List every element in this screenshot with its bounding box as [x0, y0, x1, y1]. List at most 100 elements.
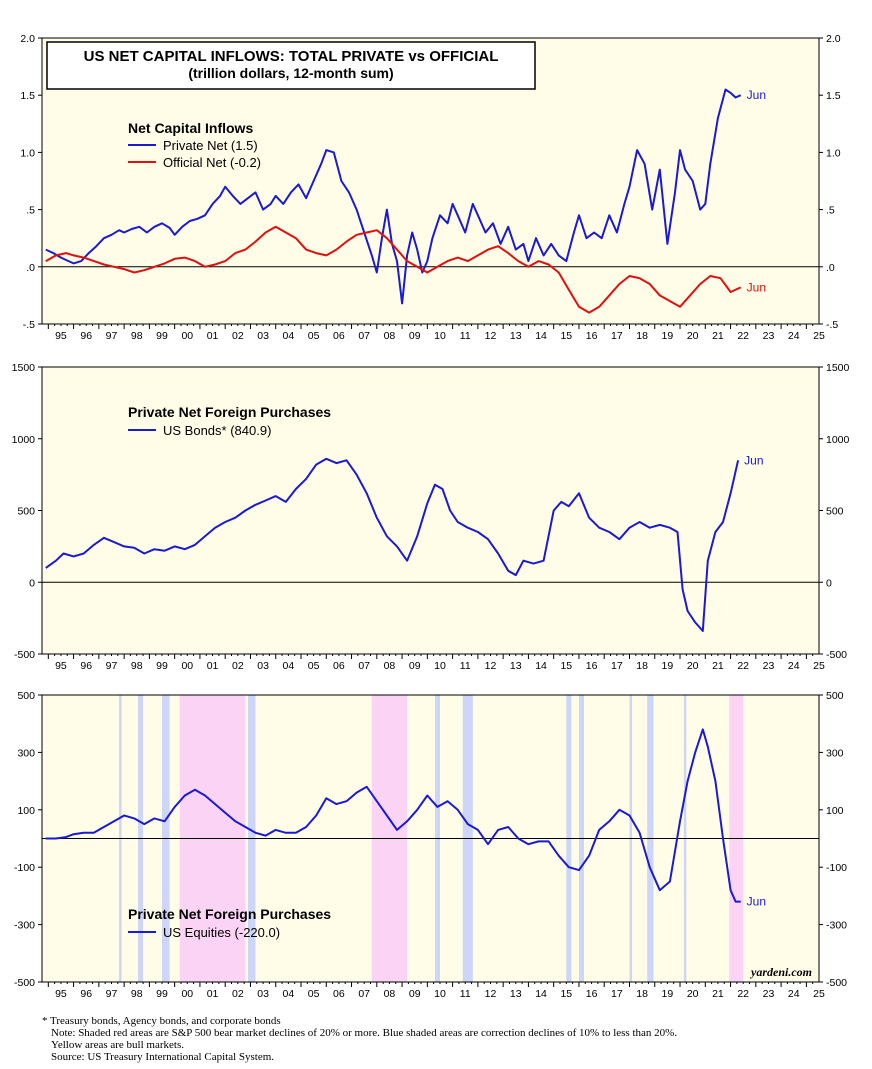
ytick-label-left: -500: [14, 649, 35, 661]
ytick-label-left: 1.5: [20, 90, 35, 102]
xtick-label: 97: [106, 330, 118, 342]
xtick-label: 13: [510, 660, 522, 672]
ytick-label-left: -500: [14, 977, 35, 989]
chart-title: US NET CAPITAL INFLOWS: TOTAL PRIVATE vs…: [84, 48, 499, 65]
xtick-label: 09: [409, 660, 421, 672]
xtick-label: 04: [283, 660, 295, 672]
xtick-label: 15: [560, 988, 572, 1000]
ytick-label-left: 0: [29, 577, 35, 589]
ytick-label-right: 1.5: [826, 90, 841, 102]
ytick-label-right: 300: [826, 747, 844, 759]
ytick-label-right: 2.0: [826, 33, 841, 45]
series-end-label: Jun: [747, 895, 766, 909]
ytick-label-left: 1500: [12, 362, 36, 374]
ytick-label-right: -500: [826, 977, 847, 989]
xtick-label: 14: [535, 330, 547, 342]
xtick-label: 02: [232, 660, 244, 672]
xtick-label: 13: [510, 988, 522, 1000]
xtick-label: 21: [712, 330, 724, 342]
xtick-label: 21: [712, 988, 724, 1000]
xtick-label: 99: [156, 330, 168, 342]
xtick-label: 25: [813, 660, 825, 672]
xtick-label: 24: [788, 660, 800, 672]
xtick-label: 07: [358, 330, 370, 342]
legend-item-bonds: US Bonds* (840.9): [163, 423, 271, 438]
xtick-label: 06: [333, 660, 345, 672]
xtick-label: 15: [560, 330, 572, 342]
plot-frame: [41, 37, 820, 325]
legend-title: Private Net Foreign Purchases: [128, 404, 331, 420]
xtick-label: 98: [131, 988, 143, 1000]
xtick-label: 13: [510, 330, 522, 342]
xtick-label: 97: [106, 988, 118, 1000]
xtick-label: 11: [460, 330, 471, 342]
xtick-label: 95: [55, 988, 67, 1000]
plot-area: [42, 367, 819, 654]
xtick-label: 18: [636, 660, 648, 672]
ytick-label-left: -100: [14, 862, 35, 874]
series-end-label: Jun: [747, 280, 766, 294]
legend-item-private: Private Net (1.5): [163, 138, 258, 153]
ytick-label-right: 500: [826, 690, 844, 702]
xtick-label: 16: [586, 660, 598, 672]
legend-item-equities: US Equities (-220.0): [163, 925, 280, 940]
xtick-label: 08: [384, 988, 396, 1000]
xtick-label: 20: [687, 330, 699, 342]
xtick-label: 06: [333, 988, 345, 1000]
xtick-label: 00: [181, 988, 193, 1000]
xtick-label: 07: [358, 988, 370, 1000]
xtick-label: 04: [283, 330, 295, 342]
ytick-label-right: .5: [826, 205, 835, 217]
ytick-label-left: .0: [26, 262, 35, 274]
xtick-label: 01: [207, 988, 219, 1000]
xtick-label: 19: [662, 660, 674, 672]
ytick-label-left: 2.0: [20, 33, 35, 45]
xtick-label: 25: [813, 330, 825, 342]
series-end-label: Jun: [744, 453, 763, 467]
xtick-label: 95: [55, 330, 67, 342]
xtick-label: 23: [763, 330, 775, 342]
xtick-label: 22: [737, 330, 749, 342]
xtick-label: 03: [257, 988, 269, 1000]
xtick-label: 95: [55, 660, 67, 672]
xtick-label: 20: [687, 988, 699, 1000]
ytick-label-left: 500: [17, 506, 35, 518]
ytick-label-left: 500: [17, 690, 35, 702]
xtick-label: 17: [611, 988, 623, 1000]
xtick-label: 12: [485, 330, 497, 342]
series-line: [45, 88, 742, 305]
xtick-label: 17: [611, 330, 623, 342]
ytick-label-left: -300: [14, 920, 35, 932]
xtick-label: 05: [308, 330, 320, 342]
xtick-label: 22: [737, 660, 749, 672]
xtick-label: 96: [80, 660, 92, 672]
xtick-label: 09: [409, 330, 421, 342]
xtick-label: 03: [257, 330, 269, 342]
legend-title: Net Capital Inflows: [128, 120, 253, 136]
footnote-bull: Yellow areas are bull markets.: [51, 1039, 184, 1051]
ytick-label-left: .5: [26, 205, 35, 217]
xtick-label: 02: [232, 988, 244, 1000]
xtick-label: 10: [434, 660, 446, 672]
xtick-label: 00: [181, 660, 193, 672]
xtick-label: 01: [207, 330, 219, 342]
xtick-label: 08: [384, 660, 396, 672]
ytick-label-right: -300: [826, 920, 847, 932]
xtick-label: 10: [434, 988, 446, 1000]
xtick-label: 03: [257, 660, 269, 672]
series-end-label: Jun: [747, 88, 766, 102]
ytick-label-right: 1.0: [826, 147, 841, 159]
xtick-label: 99: [156, 988, 168, 1000]
xtick-label: 11: [460, 988, 471, 1000]
xtick-label: 14: [535, 660, 547, 672]
footnote-source: Source: US Treasury International Capita…: [51, 1051, 275, 1063]
chart-subtitle: (trillion dollars, 12-month sum): [188, 65, 393, 81]
ytick-label-left: 300: [17, 747, 35, 759]
xtick-label: 23: [763, 988, 775, 1000]
footnote-asterisk: * Treasury bonds, Agency bonds, and corp…: [42, 1015, 281, 1027]
xtick-label: 15: [560, 660, 572, 672]
xtick-label: 98: [131, 330, 143, 342]
xtick-label: 12: [485, 988, 497, 1000]
